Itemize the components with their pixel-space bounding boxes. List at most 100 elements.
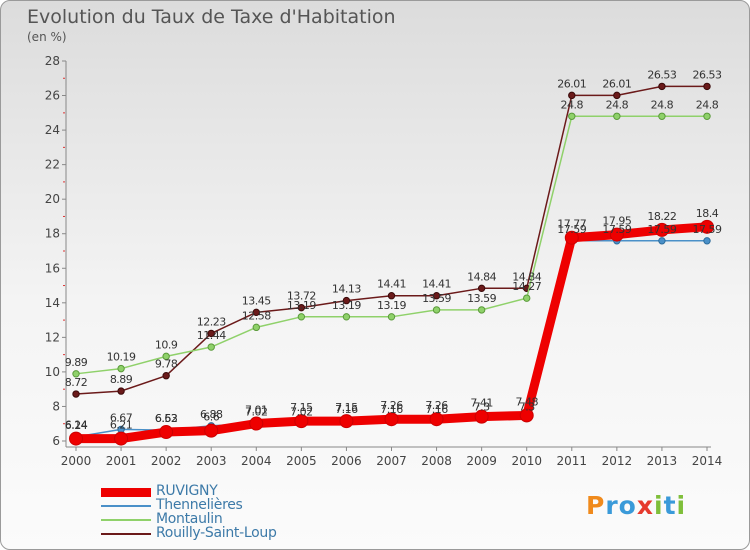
data-label: 7.15: [290, 401, 313, 414]
y-tick-label: 14: [45, 296, 60, 310]
data-point: [204, 423, 219, 438]
data-point: [207, 343, 215, 351]
data-label: 13.19: [287, 299, 316, 312]
data-label: 6.63: [155, 412, 178, 425]
data-label: 14.41: [377, 278, 406, 291]
data-label: 13.45: [242, 294, 271, 307]
data-label: 7.01: [245, 404, 268, 417]
data-label: 17.59: [557, 223, 586, 236]
data-point: [162, 372, 170, 380]
data-point: [162, 352, 170, 361]
data-point: [700, 219, 714, 234]
data-point: [297, 303, 306, 312]
data-label: 17.59: [647, 223, 676, 236]
data-label: 7.26: [425, 399, 448, 412]
y-tick-label: 18: [45, 227, 60, 241]
y-tick-label: 10: [45, 365, 60, 379]
legend-item: Thennelières: [101, 497, 341, 513]
data-point: [658, 82, 666, 91]
data-label: 13.19: [332, 299, 361, 312]
data-point: [568, 91, 576, 100]
data-label: 7.16: [335, 403, 358, 416]
data-label: 6.52: [155, 412, 178, 425]
data-label: 10.9: [155, 338, 178, 351]
data-label: 8.89: [110, 373, 133, 386]
data-label: 6.14: [65, 419, 88, 432]
legend-swatch: [101, 505, 151, 507]
x-tick-label: 2006: [331, 454, 362, 468]
y-tick-label: 28: [45, 54, 60, 68]
logo-letter: i: [676, 491, 687, 520]
chart-title: Evolution du Taux de Taxe d'Habitation: [27, 6, 396, 28]
logo-letter: t: [663, 491, 677, 520]
data-label: 17.77: [557, 218, 586, 231]
y-tick-label: 8: [52, 399, 60, 413]
data-point: [432, 292, 441, 300]
x-tick-label: 2011: [557, 454, 588, 468]
y-tick-label: 16: [45, 261, 60, 275]
data-point: [609, 227, 624, 242]
data-point: [613, 91, 621, 100]
data-label: 13.59: [467, 292, 496, 305]
data-label: 9.78: [155, 358, 178, 371]
data-label: 14.84: [512, 270, 541, 283]
logo-letter: P: [586, 491, 606, 520]
data-point: [384, 412, 399, 427]
data-label: 9.89: [65, 356, 88, 369]
y-tick-label: 24: [45, 123, 60, 137]
data-point: [159, 425, 174, 440]
data-point: [568, 112, 576, 120]
data-label: 6.6: [203, 411, 219, 424]
data-label: 14.13: [332, 283, 361, 296]
x-tick-label: 2008: [421, 454, 452, 468]
data-label: 6.24: [65, 419, 88, 432]
data-label: 6.21: [110, 419, 133, 432]
data-label: 7.41: [470, 397, 493, 410]
data-label: 14.41: [422, 278, 451, 291]
legend-swatch: [101, 519, 151, 521]
y-tick-label: 20: [45, 192, 60, 206]
data-label: 14.27: [512, 280, 541, 293]
data-label: 7.16: [425, 403, 448, 416]
data-label: 10.19: [107, 351, 136, 364]
logo-letter: x: [636, 491, 654, 520]
data-label: 7.02: [290, 405, 313, 418]
data-label: 6.67: [110, 411, 133, 424]
data-label: 7.48: [515, 395, 538, 408]
data-point: [252, 323, 260, 332]
data-point: [429, 412, 444, 427]
logo-letter: i: [654, 491, 664, 520]
data-label: 7.3: [474, 401, 490, 414]
data-point: [342, 296, 351, 305]
data-label: 26.01: [557, 77, 586, 90]
legend-item: Rouilly-Saint-Loup: [101, 525, 341, 541]
data-label: 26.53: [693, 68, 722, 81]
data-point: [703, 82, 711, 91]
data-point: [703, 112, 711, 120]
x-tick-label: 2014: [692, 454, 723, 468]
data-point: [207, 329, 215, 338]
y-tick-label: 6: [52, 434, 60, 448]
x-tick-label: 2012: [602, 454, 633, 468]
x-tick-label: 2005: [286, 454, 317, 468]
data-point: [703, 237, 711, 245]
legend-label: RUVIGNY: [156, 483, 218, 499]
data-point: [249, 416, 264, 431]
data-label: 17.59: [693, 223, 722, 236]
data-label: 24.8: [561, 98, 584, 111]
x-tick-label: 2013: [647, 454, 678, 468]
data-point: [519, 408, 534, 423]
data-point: [654, 222, 669, 237]
data-label: 7.02: [245, 405, 268, 418]
legend-swatch: [101, 533, 151, 535]
data-label: 24.8: [651, 98, 674, 111]
legend-label: Thennelières: [156, 497, 243, 513]
data-point: [72, 390, 80, 398]
data-label: 14.84: [467, 270, 496, 283]
logo-letter: o: [618, 491, 637, 520]
data-label: 7.15: [335, 401, 358, 414]
data-point: [474, 409, 489, 424]
data-label: 8.72: [65, 376, 88, 389]
legend-label: Rouilly-Saint-Loup: [156, 525, 277, 541]
